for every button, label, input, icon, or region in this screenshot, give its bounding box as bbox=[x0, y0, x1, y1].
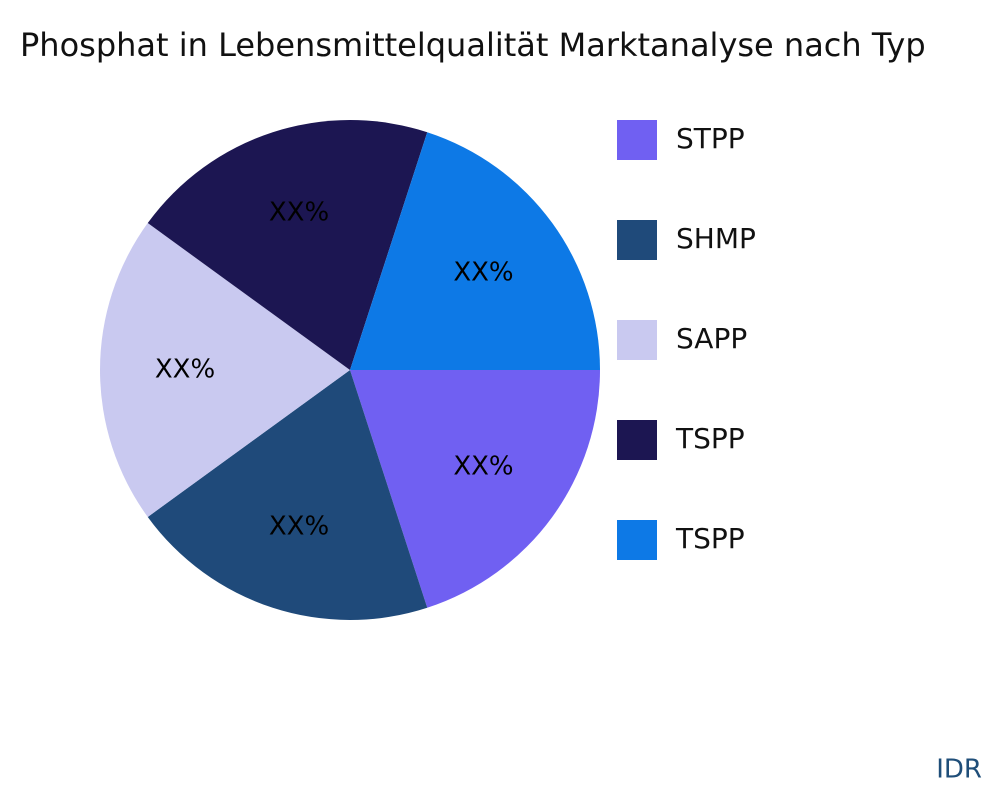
data-label: XX% bbox=[155, 355, 215, 385]
pie-slice bbox=[350, 370, 600, 608]
source: IDR bbox=[936, 755, 982, 785]
data-label: XX% bbox=[453, 258, 513, 288]
data-label: XX% bbox=[269, 198, 329, 228]
pie-slice bbox=[350, 132, 600, 370]
legend-label: TSPP bbox=[675, 422, 745, 455]
chart-title: Phosphat in Lebensmittelqualität Marktan… bbox=[20, 26, 926, 64]
data-label: XX% bbox=[453, 451, 513, 481]
legend-swatch bbox=[617, 220, 657, 260]
legend-swatch bbox=[617, 120, 657, 160]
legend-label: SHMP bbox=[676, 222, 756, 255]
legend-label: STPP bbox=[676, 122, 745, 155]
legend-swatch bbox=[617, 520, 657, 560]
legend-label: SAPP bbox=[676, 322, 747, 355]
data-label: XX% bbox=[269, 511, 329, 541]
legend-label: TSPP bbox=[675, 522, 745, 555]
pie-slice bbox=[147, 370, 428, 620]
legend-swatch bbox=[617, 320, 657, 360]
pie-slice bbox=[147, 120, 428, 370]
pie-slice bbox=[100, 223, 350, 517]
legend-swatch bbox=[617, 420, 657, 460]
